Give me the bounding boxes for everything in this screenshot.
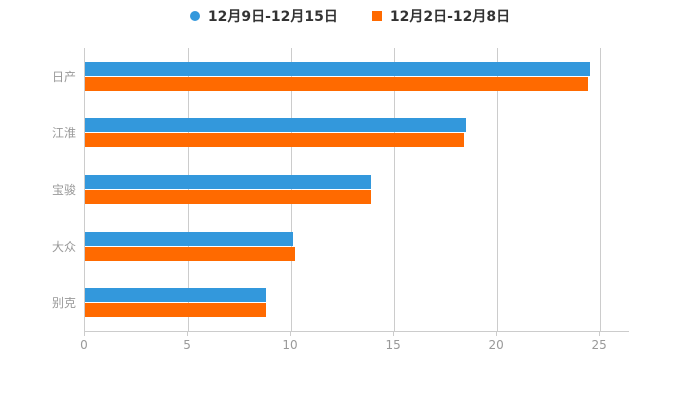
gridline [394,48,396,331]
x-axis-tick [84,331,85,336]
x-tick-label: 5 [183,338,191,352]
gridline [188,48,190,331]
bar-series-1[interactable] [85,76,588,91]
x-axis-tick [290,331,292,336]
legend-marker-circle-icon [189,11,200,21]
bar-group [85,274,629,331]
category-label: 别克 [51,296,76,311]
bar-series-0[interactable] [85,288,267,303]
bar-series-0[interactable] [85,231,294,246]
bar-group [85,105,629,162]
legend-label: 12月2日-12月8日 [389,9,511,25]
bar-series-1[interactable] [85,133,465,148]
x-axis: 0 5 10 15 20 25 [80,331,644,361]
bar-group [85,161,629,218]
category-label: 江淮 [51,126,76,141]
x-tick-label: 0 [80,338,88,352]
category-label: 日产 [51,69,76,84]
x-tick-label: 20 [488,338,504,352]
bar-series-0[interactable] [85,118,467,133]
gridline [291,48,293,331]
bar-series-1[interactable] [85,246,296,261]
legend-marker-square-icon [371,11,382,21]
x-tick-label: 10 [282,338,298,352]
bar-series-1[interactable] [85,303,267,318]
gridline [497,48,499,331]
x-tick-label: 25 [591,338,607,352]
x-tick-label: 15 [385,338,401,352]
x-axis-tick [599,331,601,336]
legend-label: 12月9日-12月15日 [207,9,338,25]
gridline [600,48,602,331]
x-axis-tick [187,331,189,336]
y-axis-labels: 日产江淮宝骏大众别克 [0,48,76,331]
bar-series-1[interactable] [85,189,372,204]
x-axis-tick [393,331,395,336]
legend-item-week-dec9-dec15[interactable]: 12月9日-12月15日 [189,6,338,26]
bar-group [85,48,629,105]
bar-group [85,218,629,275]
chart-legend: 12月9日-12月15日 12月2日-12月8日 [0,6,700,26]
bar-series-0[interactable] [85,174,372,189]
x-axis-tick [496,331,498,336]
category-label: 宝骏 [51,182,76,197]
legend-item-week-dec2-dec8[interactable]: 12月2日-12月8日 [371,6,511,26]
category-label: 大众 [51,239,76,254]
bar-series-0[interactable] [85,61,590,76]
plot-area [84,48,629,332]
